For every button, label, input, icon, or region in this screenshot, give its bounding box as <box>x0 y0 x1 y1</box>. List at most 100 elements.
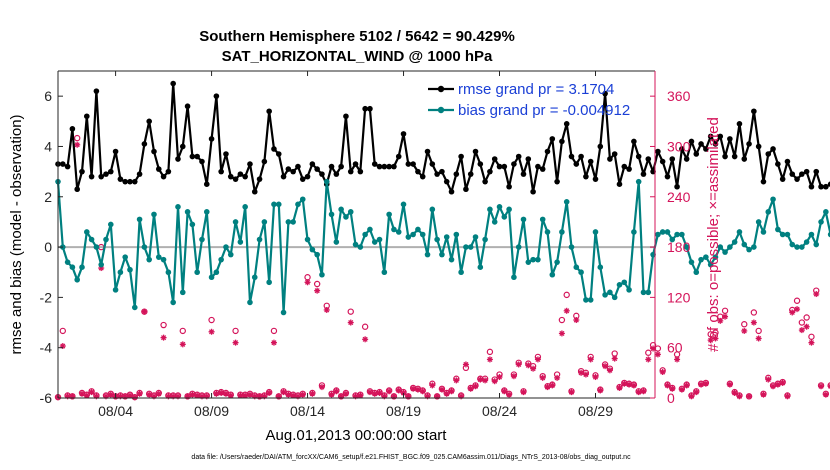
x-tick-label: 08/19 <box>386 403 421 419</box>
bias-point <box>69 264 76 271</box>
obs-possible-point <box>712 329 719 336</box>
rmse-point <box>799 171 805 177</box>
rmse-point <box>419 173 426 180</box>
rmse-point <box>741 156 748 162</box>
rmse-point <box>563 121 570 127</box>
bias-point <box>199 236 205 243</box>
obs-assimilated-point <box>726 381 733 388</box>
y-left-tick-label: -4 <box>40 340 53 356</box>
obs-possible-point <box>232 327 239 335</box>
bias-point <box>352 241 359 248</box>
bias-point <box>467 244 474 250</box>
rmse-point <box>112 148 119 155</box>
rmse-point <box>655 148 661 155</box>
obs-assimilated-point <box>285 391 292 398</box>
bias-point <box>751 244 757 250</box>
rmse-point <box>669 156 676 162</box>
bias-point <box>515 244 522 250</box>
rmse-point <box>472 148 479 155</box>
y-axis-right-label: # of obs: o=possible; ×=assimilated <box>705 117 722 352</box>
bias-point <box>611 294 618 301</box>
bias-point <box>755 219 762 225</box>
bias-point <box>285 219 292 225</box>
obs-assimilated-point <box>486 356 493 363</box>
rmse-point <box>578 153 584 160</box>
rmse-point <box>520 171 527 177</box>
obs-assimilated-point <box>760 391 767 398</box>
obs-possible-point <box>808 333 815 340</box>
bias-point <box>511 274 517 281</box>
bias-point <box>400 201 407 208</box>
rmse-point <box>410 161 416 167</box>
obs-assimilated-point <box>376 389 383 396</box>
bias-point <box>333 239 340 245</box>
bias-point <box>194 269 200 276</box>
bias-point <box>568 244 575 250</box>
plot-area <box>58 71 655 398</box>
bias-point <box>271 201 277 208</box>
bias-point <box>779 231 786 238</box>
bias-point <box>707 261 714 268</box>
obs-assimilated-point <box>208 328 215 335</box>
obs-assimilated-point <box>333 388 340 395</box>
rmse-point <box>237 171 244 177</box>
obs-assimilated-point <box>429 382 436 389</box>
bias-point <box>635 178 642 185</box>
rmse-point <box>688 138 695 145</box>
chart-title-line-1: Southern Hemisphere 5102 / 5642 = 90.429… <box>199 28 515 45</box>
rmse-point <box>386 163 392 170</box>
rmse-point <box>400 131 407 137</box>
rmse-point <box>727 136 733 142</box>
obs-assimilated-point <box>194 392 201 399</box>
obs-assimilated-point <box>549 382 556 389</box>
bias-point <box>818 219 824 225</box>
bias-point <box>659 229 666 235</box>
rmse-point <box>141 141 148 147</box>
x-axis-label: Aug.01,2013 00:00:00 start <box>266 427 448 444</box>
obs-possible-point <box>270 327 278 335</box>
obs-assimilated-point <box>506 391 513 398</box>
bias-point <box>256 236 263 243</box>
obs-assimilated-point <box>803 323 810 330</box>
bias-point <box>587 297 594 303</box>
bias-point <box>439 251 445 258</box>
bias-point <box>669 236 676 243</box>
rmse-point <box>357 168 364 175</box>
bias-point <box>304 236 311 243</box>
rmse-point <box>309 161 316 167</box>
rmse-point <box>803 168 810 175</box>
chart-title-line-2: SAT_HORIZONTAL_WIND @ 1000 hPa <box>222 48 493 65</box>
bias-point <box>703 254 709 260</box>
obs-possible-point <box>750 309 758 316</box>
bias-point <box>381 269 388 276</box>
obs-assimilated-point <box>242 392 249 399</box>
rmse-point <box>415 168 421 175</box>
rmse-point <box>631 138 637 145</box>
bias-point <box>415 226 421 233</box>
rmse-point <box>343 113 349 120</box>
obs-assimilated-point <box>107 391 114 398</box>
rmse-point <box>213 93 220 99</box>
rmse-point <box>530 188 536 195</box>
obs-possible-point <box>160 321 167 329</box>
bias-point <box>458 269 464 276</box>
obs-possible-point <box>563 291 570 299</box>
bias-point <box>760 229 767 235</box>
bias-point <box>549 271 556 278</box>
bias-point <box>79 264 85 271</box>
rmse-point <box>194 153 200 160</box>
bias-point <box>103 236 109 243</box>
rmse-point <box>189 153 196 160</box>
bias-point <box>343 214 349 220</box>
rmse-point <box>199 158 205 165</box>
obs-assimilated-point <box>731 389 738 396</box>
bias-point <box>391 226 397 233</box>
obs-assimilated-point <box>141 308 148 315</box>
obs-assimilated-point <box>784 393 791 400</box>
bias-point <box>794 244 800 250</box>
bias-point <box>146 256 152 263</box>
bias-point <box>491 219 498 225</box>
rmse-point <box>223 151 229 157</box>
x-tick-label: 08/04 <box>98 403 133 419</box>
bias-point <box>563 199 570 205</box>
